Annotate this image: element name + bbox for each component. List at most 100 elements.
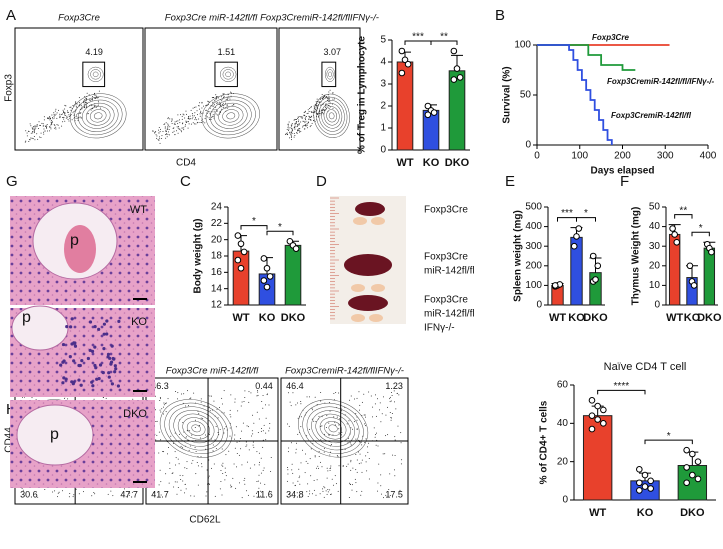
event-dot (380, 421, 382, 423)
event-dot (352, 467, 354, 469)
event-dot (315, 421, 317, 423)
event-dot (164, 134, 166, 136)
event-dot (87, 113, 89, 115)
y-tick-label: 40 (557, 418, 569, 429)
event-dot (62, 112, 64, 114)
event-dot (299, 497, 301, 499)
event-dot (309, 107, 311, 109)
event-dot (186, 430, 188, 432)
event-dot (182, 447, 184, 449)
event-dot (350, 469, 352, 471)
event-dot (375, 444, 377, 446)
infiltrate (77, 378, 81, 382)
event-dot (97, 100, 99, 102)
event-dot (84, 98, 86, 100)
event-dot (222, 462, 224, 464)
event-dot (298, 128, 300, 130)
event-dot (294, 118, 296, 120)
event-dot (238, 482, 240, 484)
event-dot (70, 109, 72, 111)
infiltrate (73, 344, 78, 348)
event-dot (33, 127, 35, 129)
event-dot (159, 398, 161, 400)
event-dot (260, 472, 262, 474)
infiltrate (97, 327, 101, 331)
infiltrate (70, 342, 74, 346)
event-dot (217, 417, 219, 419)
contour (323, 106, 340, 126)
significance-label: * (584, 208, 588, 219)
event-dot (252, 433, 254, 435)
event-dot (292, 482, 294, 484)
significance-label: ** (679, 205, 687, 216)
event-dot (90, 99, 92, 101)
data-point (641, 483, 649, 490)
significance-label: * (667, 431, 671, 442)
event-dot (315, 101, 317, 103)
y-tick-label: 18 (211, 251, 223, 262)
event-dot (359, 404, 361, 406)
contour (316, 96, 348, 135)
event-dot (389, 401, 391, 403)
event-dot (68, 496, 70, 498)
event-dot (298, 124, 300, 126)
event-dot (246, 490, 248, 492)
panel-label: D (316, 173, 327, 190)
event-dot (381, 413, 383, 415)
event-dot (330, 443, 332, 445)
event-dot (155, 439, 157, 441)
event-dot (350, 461, 352, 463)
event-dot (213, 111, 215, 113)
event-dot (365, 461, 367, 463)
event-dot (199, 113, 201, 115)
event-dot (287, 469, 289, 471)
event-dot (318, 415, 320, 417)
event-dot (297, 417, 299, 419)
event-dot (337, 456, 339, 458)
event-dot (64, 115, 66, 117)
event-dot (384, 453, 386, 455)
event-dot (59, 116, 61, 118)
event-dot (302, 126, 304, 128)
infiltrate (113, 364, 117, 368)
event-dot (180, 131, 182, 133)
event-dot (303, 128, 305, 130)
event-dot (318, 451, 320, 453)
data-point (689, 450, 696, 458)
event-dot (286, 134, 288, 136)
event-dot (308, 115, 310, 117)
event-dot (43, 128, 45, 130)
sample-label: Foxp3Cre (424, 205, 468, 216)
event-dot (329, 454, 331, 456)
event-dot (162, 450, 164, 452)
event-dot (302, 116, 304, 118)
event-dot (55, 126, 57, 128)
event-dot (328, 101, 330, 103)
event-dot (306, 396, 308, 398)
event-dot (246, 461, 248, 463)
event-dot (176, 126, 178, 128)
event-dot (326, 467, 328, 469)
event-dot (398, 394, 400, 396)
event-dot (177, 114, 179, 116)
event-dot (302, 449, 304, 451)
event-dot (50, 124, 52, 126)
y-tick-label: 16 (211, 267, 223, 278)
data-point (237, 264, 245, 272)
infiltrate (77, 363, 81, 368)
event-dot (231, 486, 233, 488)
event-dot (248, 426, 250, 428)
legend-label: Foxp3Cre (592, 33, 629, 42)
event-dot (365, 425, 367, 427)
infiltrate (65, 325, 69, 329)
event-dot (32, 130, 34, 132)
event-dot (311, 115, 313, 117)
event-dot (53, 113, 55, 115)
event-dot (304, 472, 306, 474)
event-dot (206, 112, 208, 114)
event-dot (390, 400, 392, 402)
event-dot (234, 447, 236, 449)
event-dot (358, 463, 360, 465)
event-dot (158, 129, 160, 131)
